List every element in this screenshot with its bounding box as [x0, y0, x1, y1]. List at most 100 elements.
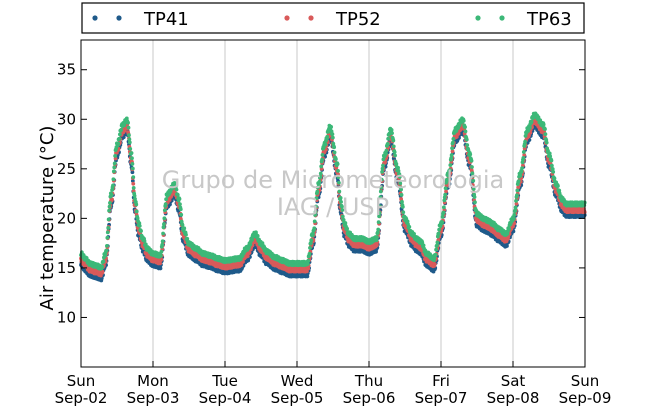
data-point: [548, 154, 553, 159]
data-point: [511, 217, 516, 221]
data-point: [396, 165, 400, 170]
data-point: [255, 234, 260, 238]
x-tick-label-date: Sep-07: [415, 389, 468, 407]
x-tick-label-date: Sep-09: [559, 389, 612, 407]
data-point: [313, 209, 318, 214]
data-point: [130, 166, 135, 171]
data-point: [516, 179, 521, 184]
data-point: [440, 220, 445, 225]
data-point: [330, 132, 335, 137]
data-point: [519, 169, 524, 174]
data-point: [405, 219, 410, 224]
x-tick-label-day: Sun: [571, 372, 600, 390]
data-point: [436, 231, 441, 236]
data-point: [448, 163, 453, 167]
data-point: [434, 247, 438, 252]
data-point: [163, 202, 168, 207]
data-point: [379, 185, 384, 190]
data-point: [421, 243, 426, 248]
data-point: [309, 238, 314, 243]
data-point: [340, 204, 344, 209]
x-tick-label-day: Wed: [281, 372, 314, 390]
data-point: [400, 200, 404, 204]
data-point: [376, 227, 381, 232]
data-point: [470, 171, 475, 176]
data-point: [378, 195, 383, 200]
data-point: [412, 232, 416, 236]
data-point: [184, 232, 188, 237]
data-point: [437, 227, 442, 232]
data-point: [134, 209, 139, 214]
plot-area-frame: [80, 39, 586, 368]
data-point: [335, 162, 340, 166]
data-point: [390, 131, 394, 136]
data-point: [337, 180, 341, 185]
x-tick-label-date: Sep-03: [127, 389, 180, 407]
data-point: [182, 226, 187, 231]
data-point: [107, 208, 111, 213]
data-point: [119, 127, 124, 132]
y-axis-label: Air temperature (°C): [37, 126, 58, 311]
data-point: [472, 195, 477, 199]
data-point: [386, 136, 391, 141]
data-point: [549, 158, 554, 163]
data-point: [174, 184, 178, 189]
data-point: [164, 197, 169, 202]
legend-marker: [475, 15, 481, 21]
data-point: [162, 216, 167, 221]
data-point: [441, 205, 446, 210]
data-point: [308, 241, 313, 245]
data-point: [111, 183, 115, 188]
data-point: [340, 208, 345, 212]
data-point: [159, 257, 164, 262]
y-tick-label: 10: [57, 308, 76, 326]
data-point: [306, 266, 311, 271]
data-point: [131, 181, 136, 186]
data-point: [131, 185, 136, 190]
legend-label-tp52: TP52: [335, 9, 381, 30]
data-point: [162, 208, 167, 213]
data-point: [161, 225, 166, 230]
series-tp52: [79, 118, 587, 278]
data-point: [339, 200, 343, 204]
data-point: [523, 133, 528, 138]
data-point: [505, 244, 509, 248]
x-tick-label-date: Sep-04: [199, 389, 252, 407]
data-point: [172, 181, 177, 185]
data-point: [112, 161, 117, 166]
data-point: [160, 239, 165, 244]
data-point: [103, 253, 108, 258]
data-point: [330, 135, 335, 140]
data-point: [126, 120, 130, 125]
data-point: [399, 192, 404, 197]
data-point: [104, 248, 109, 253]
data-point: [521, 156, 526, 160]
data-point: [442, 198, 447, 203]
data-point: [340, 214, 345, 219]
data-point: [142, 239, 147, 243]
data-point: [385, 141, 390, 146]
data-point: [378, 204, 382, 209]
data-point: [106, 217, 111, 222]
data-point: [107, 204, 112, 209]
data-point: [470, 165, 474, 169]
data-point: [513, 208, 518, 213]
data-point: [161, 231, 165, 236]
data-point: [541, 122, 546, 127]
data-point: [543, 132, 548, 137]
data-point: [391, 144, 396, 149]
x-tick-label-day: Sat: [501, 372, 526, 390]
data-point: [317, 179, 322, 184]
x-tick-label-date: Sep-08: [487, 389, 540, 407]
data-point: [128, 146, 133, 151]
data-point: [449, 153, 454, 157]
data-point: [435, 243, 439, 248]
data-point: [518, 173, 523, 178]
data-point: [375, 230, 380, 235]
plot-series: [79, 111, 587, 283]
data-point: [130, 170, 135, 175]
data-point: [469, 158, 474, 163]
data-point: [332, 150, 337, 155]
data-point: [160, 242, 165, 247]
